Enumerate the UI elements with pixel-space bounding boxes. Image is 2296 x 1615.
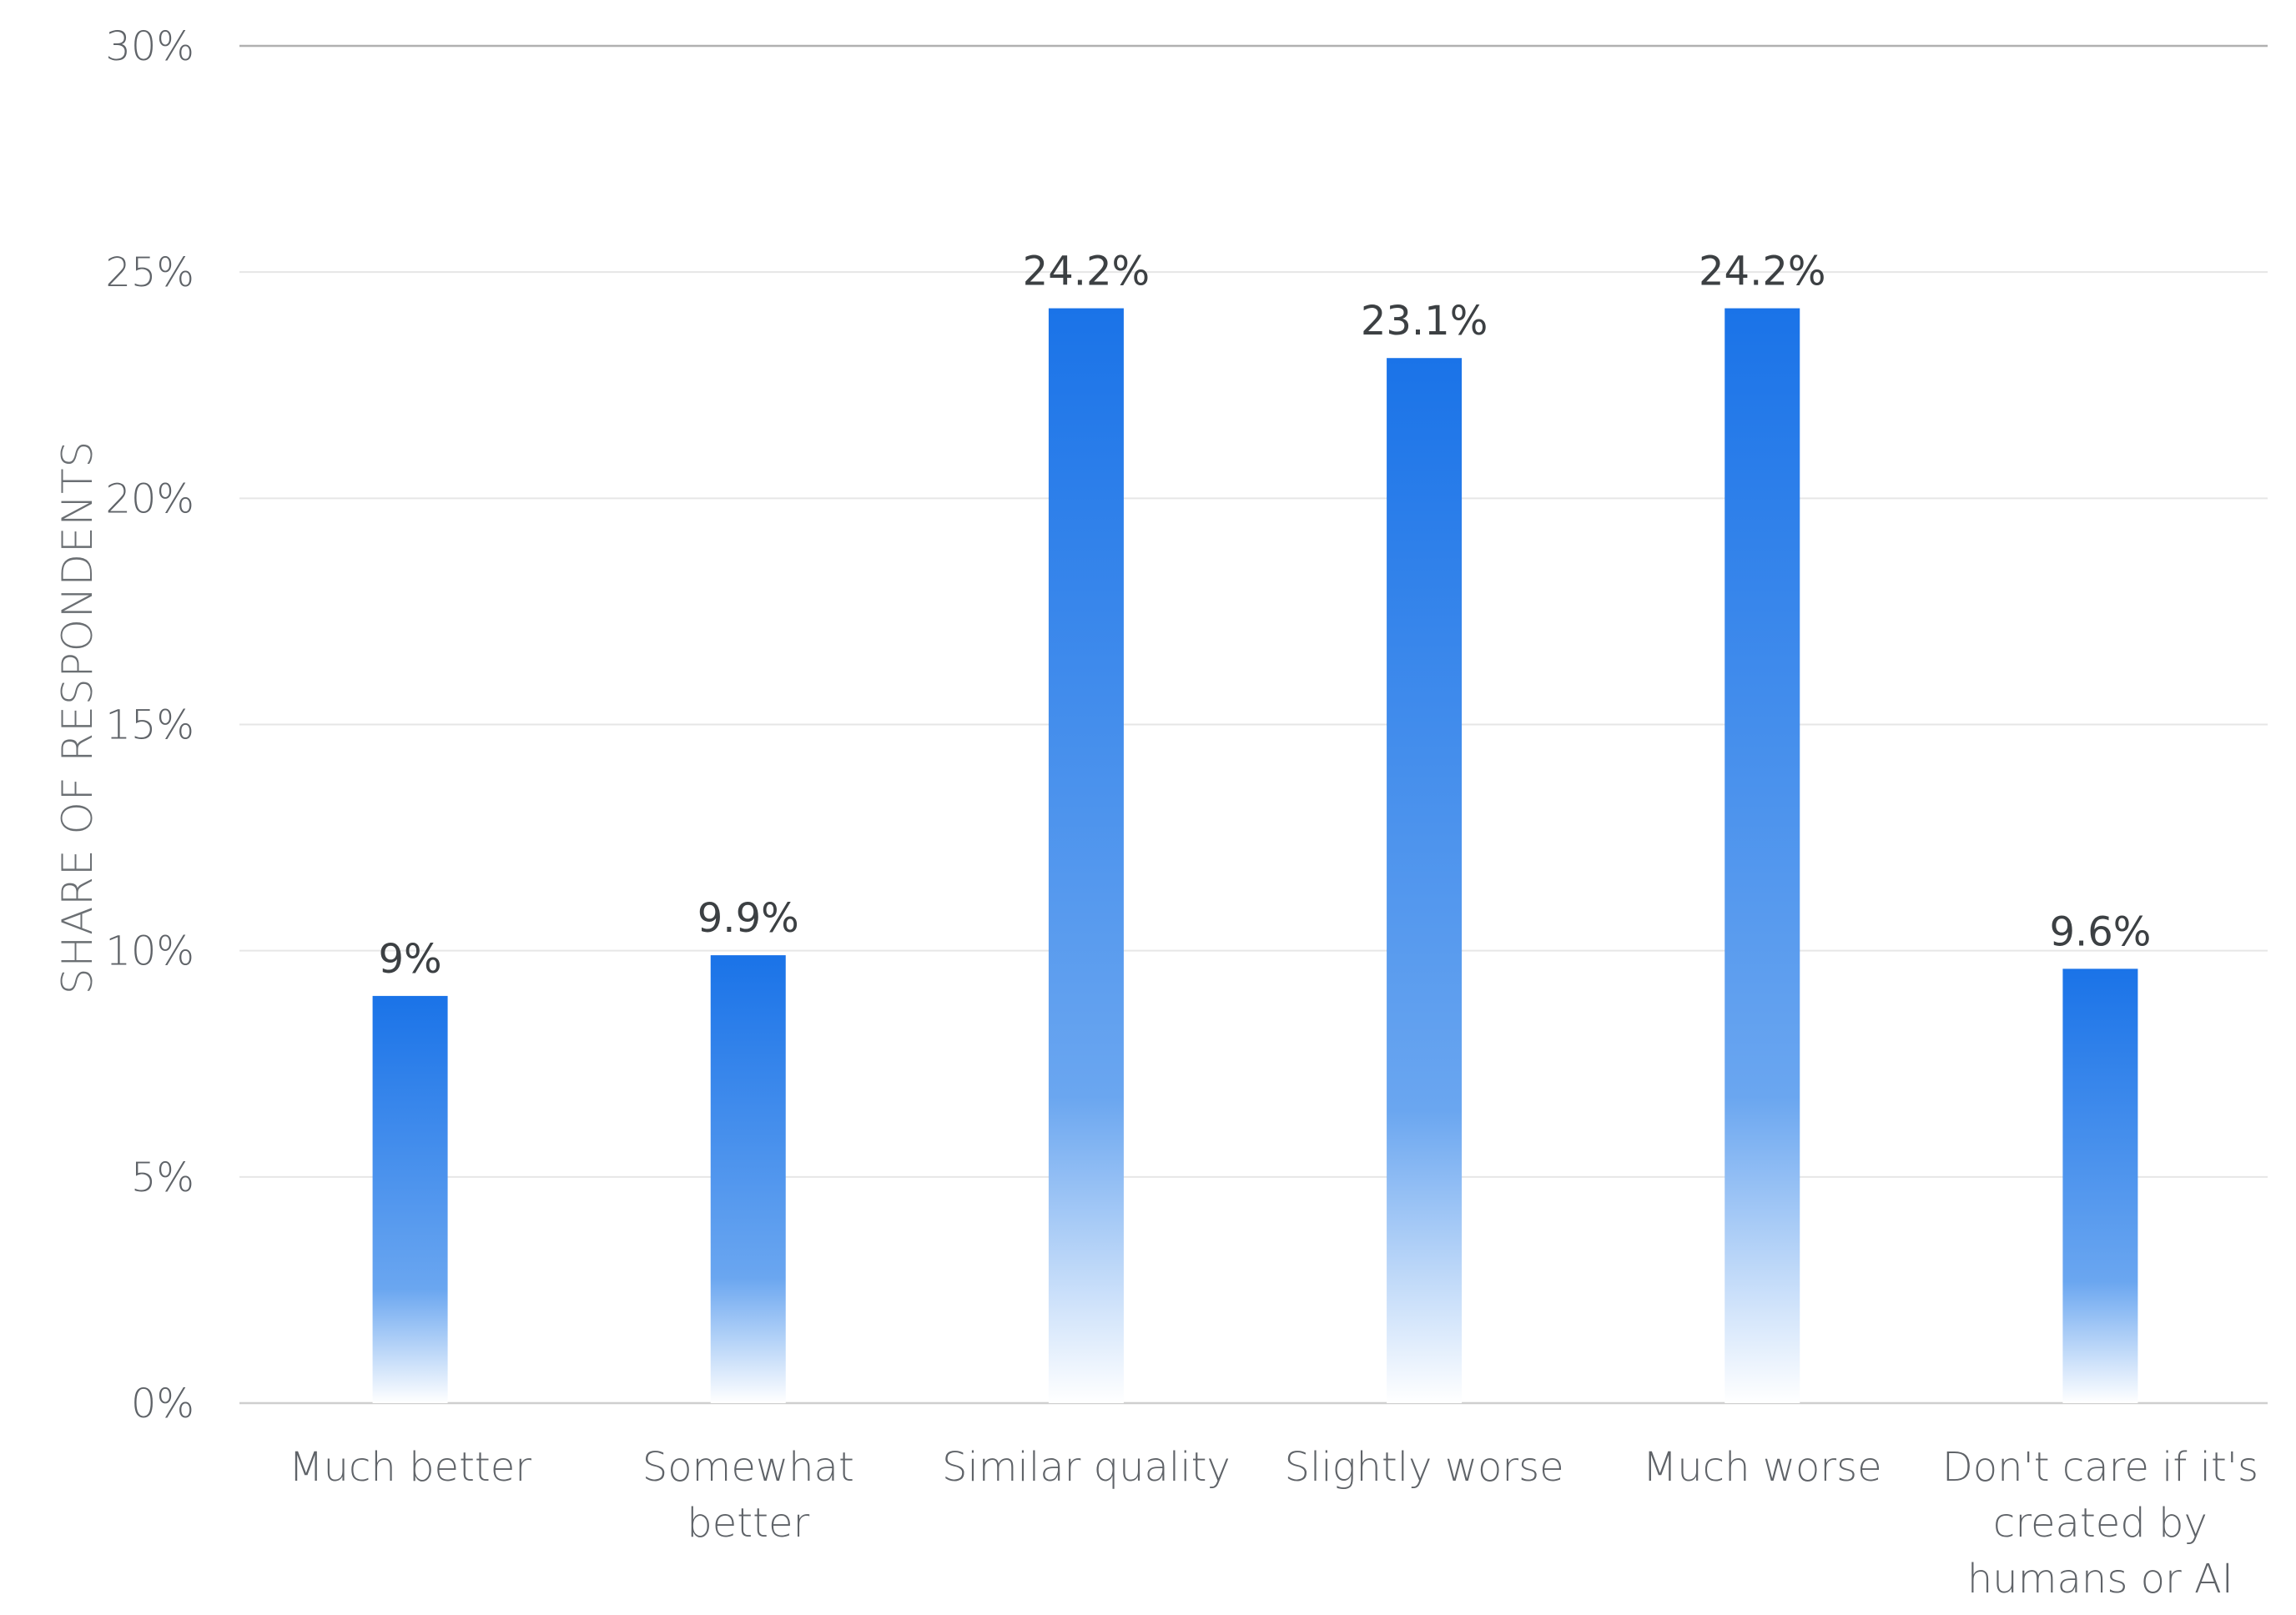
x-category-label: Much better bbox=[289, 1444, 531, 1491]
x-category-label: Similar quality bbox=[942, 1444, 1231, 1491]
x-category-label-line: Much better bbox=[289, 1444, 531, 1491]
x-category-label-line: created by bbox=[1993, 1500, 2208, 1547]
x-category-label-line: humans or AI bbox=[1967, 1556, 2233, 1602]
bar-value-label: 23.1% bbox=[1361, 298, 1488, 345]
x-category-label: Somewhat better bbox=[642, 1444, 854, 1547]
y-axis-title: SHARE OF RESPONDENTS bbox=[53, 440, 102, 995]
x-category-label-line: Don't care if it's bbox=[1942, 1444, 2258, 1491]
x-axis-category-labels: Much better Somewhat better Similar quality… bbox=[289, 1444, 2258, 1602]
bar[interactable] bbox=[2062, 968, 2138, 1403]
bar-value-label: 9% bbox=[379, 936, 442, 983]
y-tick-label: 15% bbox=[105, 702, 194, 749]
bar-value-label: 9.6% bbox=[2049, 908, 2151, 955]
x-category-label-line: Somewhat bbox=[642, 1444, 854, 1491]
bar-value-label: 24.2% bbox=[1699, 249, 1825, 295]
y-tick-label: 30% bbox=[105, 23, 194, 70]
bar[interactable] bbox=[710, 955, 786, 1403]
x-category-label: Slightly worse bbox=[1285, 1444, 1564, 1491]
y-tick-label: 0% bbox=[131, 1381, 194, 1427]
bar-value-label: 24.2% bbox=[1023, 249, 1150, 295]
x-category-label: Don't care if it's created by humans or AI bbox=[1942, 1444, 2258, 1602]
x-category-label: Much worse bbox=[1643, 1444, 1882, 1491]
bar-value-labels: 9% 9.9% 24.2% 23.1% 24.2% 9.6% bbox=[379, 249, 2152, 983]
bars bbox=[372, 308, 2138, 1404]
bar[interactable] bbox=[1387, 358, 1463, 1404]
y-tick-label: 25% bbox=[105, 249, 194, 296]
bar[interactable] bbox=[1725, 308, 1800, 1403]
y-tick-label: 10% bbox=[105, 928, 194, 975]
bar[interactable] bbox=[1048, 308, 1124, 1403]
x-category-label-line: better bbox=[687, 1500, 809, 1547]
x-category-label-line: Much worse bbox=[1643, 1444, 1882, 1491]
bar-value-label: 9.9% bbox=[697, 895, 799, 942]
y-axis-tick-labels: 0% 5% 10% 15% 20% 25% 30% bbox=[105, 23, 194, 1427]
grid-lines bbox=[239, 44, 2268, 1405]
bar[interactable] bbox=[372, 995, 448, 1403]
y-tick-label: 20% bbox=[105, 475, 194, 522]
x-category-label-line: Similar quality bbox=[942, 1444, 1231, 1491]
x-category-label-line: Slightly worse bbox=[1285, 1444, 1564, 1491]
y-tick-label: 5% bbox=[131, 1155, 194, 1201]
